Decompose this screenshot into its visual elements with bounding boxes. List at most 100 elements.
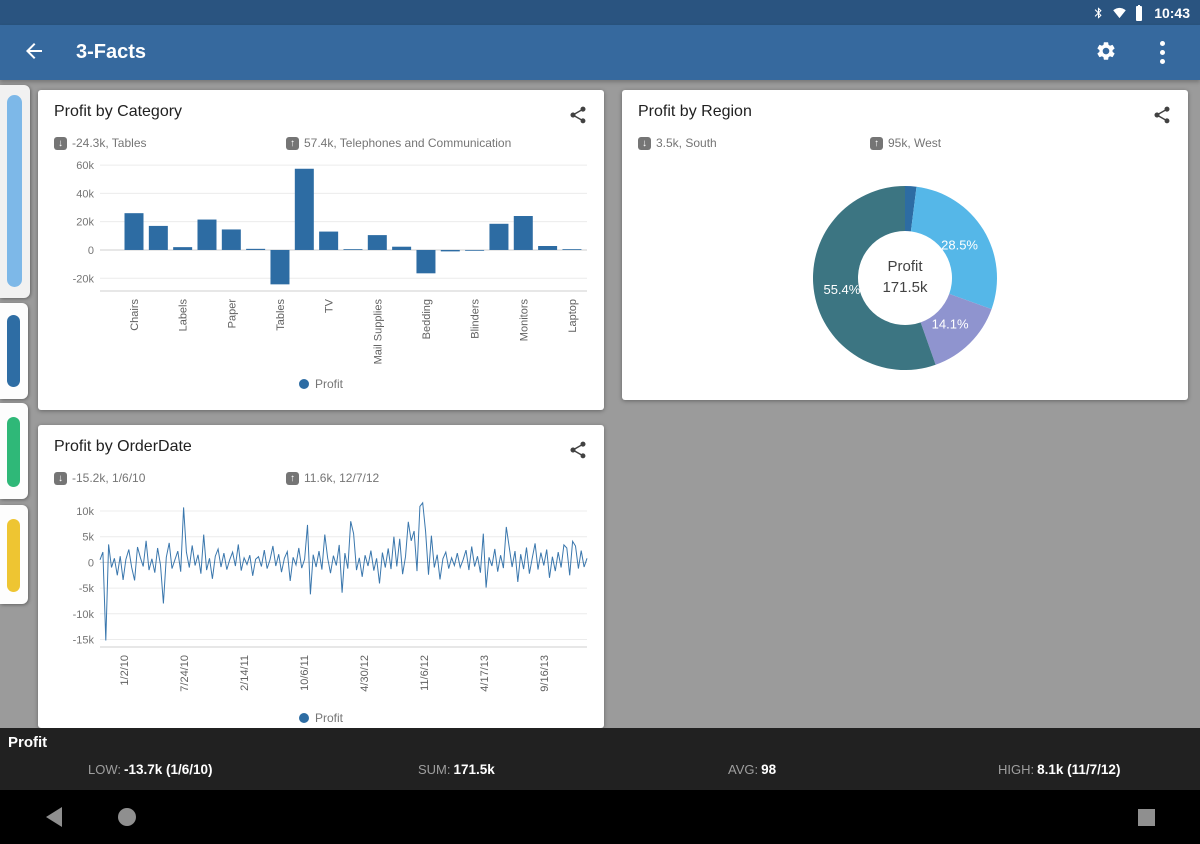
svg-text:Mail Supplies: Mail Supplies xyxy=(372,299,384,365)
summary-panel: Profit LOW: -13.7k (1/6/10) SUM: 171.5k AV… xyxy=(0,728,1200,790)
svg-text:60k: 60k xyxy=(76,160,94,172)
app-bar: 3-Facts xyxy=(0,25,1200,80)
share-button[interactable] xyxy=(566,103,590,130)
svg-text:Chairs: Chairs xyxy=(129,299,141,331)
legend-dot xyxy=(298,379,309,389)
svg-text:-15k: -15k xyxy=(73,635,95,647)
svg-text:40k: 40k xyxy=(76,188,94,200)
line-chart: 10k 5k 0 -5k -10k -15k 1/2/10 7/24/10 2/14/11 10/… xyxy=(50,489,604,724)
arrow-down-icon: ↓ xyxy=(54,471,67,485)
chart-legend: Profit xyxy=(38,711,604,725)
svg-text:Monitors: Monitors xyxy=(518,299,530,342)
share-button[interactable] xyxy=(1150,103,1174,130)
svg-text:4/30/12: 4/30/12 xyxy=(359,655,371,692)
card-title: Profit by Category xyxy=(54,103,183,120)
svg-text:0: 0 xyxy=(88,245,94,257)
arrow-up-icon: ↑ xyxy=(870,136,883,150)
share-icon xyxy=(568,441,588,463)
wifi-icon xyxy=(1111,5,1128,20)
chart-legend: Profit xyxy=(38,377,604,391)
svg-text:20k: 20k xyxy=(76,217,94,229)
gear-icon xyxy=(1095,40,1117,65)
stat-max: ↑ 95k, West xyxy=(870,136,941,150)
nav-back-button[interactable] xyxy=(30,790,78,844)
svg-text:Laptop: Laptop xyxy=(567,299,579,333)
svg-text:9/16/13: 9/16/13 xyxy=(539,655,551,692)
page-indicator-green xyxy=(7,417,20,487)
stat-min: ↓ -15.2k, 1/6/10 xyxy=(54,471,286,485)
sidebar-tab-page-4[interactable] xyxy=(0,505,28,604)
svg-text:5k: 5k xyxy=(82,532,94,544)
summary-avg: AVG: 98 xyxy=(728,762,777,777)
card-title: Profit by Region xyxy=(638,103,752,120)
svg-text:55.4%: 55.4% xyxy=(823,282,860,297)
nav-recents-button[interactable] xyxy=(1122,790,1170,844)
sidebar-tab-page-2[interactable] xyxy=(0,303,28,399)
overflow-icon xyxy=(1159,41,1165,64)
svg-text:4/17/13: 4/17/13 xyxy=(479,655,491,692)
svg-text:Bedding: Bedding xyxy=(421,299,433,339)
status-bar: 10:43 xyxy=(0,0,1200,25)
summary-sum: SUM: 171.5k xyxy=(418,762,495,777)
svg-text:TV: TV xyxy=(324,298,336,313)
back-button[interactable] xyxy=(10,29,58,77)
summary-title: Profit xyxy=(8,734,48,751)
share-icon xyxy=(1152,106,1172,128)
page-indicator-active xyxy=(7,95,22,287)
arrow-down-icon: ↓ xyxy=(638,136,651,150)
nav-back-icon xyxy=(46,807,62,827)
legend-dot xyxy=(298,713,309,723)
share-button[interactable] xyxy=(566,438,590,465)
card-title: Profit by OrderDate xyxy=(54,438,192,455)
svg-text:28.5%: 28.5% xyxy=(941,238,978,253)
summary-low: LOW: -13.7k (1/6/10) xyxy=(88,762,213,777)
svg-text:0: 0 xyxy=(88,557,94,569)
svg-text:-5k: -5k xyxy=(79,583,95,595)
svg-text:Blinders: Blinders xyxy=(470,299,482,339)
arrow-down-icon: ↓ xyxy=(54,136,67,150)
legend-label: Profit xyxy=(314,377,343,391)
share-icon xyxy=(568,106,588,128)
nav-home-button[interactable] xyxy=(103,790,151,844)
svg-text:Labels: Labels xyxy=(178,299,190,332)
sidebar-tab-current-page[interactable] xyxy=(0,85,30,298)
arrow-up-icon: ↑ xyxy=(286,136,299,150)
svg-text:1/2/10: 1/2/10 xyxy=(119,655,131,686)
svg-text:-20k: -20k xyxy=(73,273,95,285)
svg-text:10/6/11: 10/6/11 xyxy=(299,655,311,691)
svg-text:Paper: Paper xyxy=(226,299,238,329)
stat-min: ↓ 3.5k, South xyxy=(638,136,870,150)
bar-chart: 60k 40k 20k 0 -20k Chairs Labels Paper Tables TV M… xyxy=(50,154,604,379)
svg-text:-10k: -10k xyxy=(73,609,95,621)
overflow-menu-button[interactable] xyxy=(1138,29,1186,77)
settings-button[interactable] xyxy=(1082,29,1130,77)
status-time: 10:43 xyxy=(1154,4,1190,21)
legend-label: Profit xyxy=(314,711,343,725)
svg-text:11/6/12: 11/6/12 xyxy=(419,655,431,691)
nav-home-icon xyxy=(118,808,136,826)
stat-min: ↓ -24.3k, Tables xyxy=(54,136,286,150)
navigation-bar xyxy=(0,790,1200,844)
nav-recents-icon xyxy=(1137,808,1155,826)
summary-high: HIGH: 8.1k (11/7/12) xyxy=(998,762,1121,777)
arrow-back-icon xyxy=(22,39,46,66)
svg-text:14.1%: 14.1% xyxy=(932,316,969,331)
svg-text:10k: 10k xyxy=(76,506,94,518)
svg-text:Tables: Tables xyxy=(275,299,287,331)
stat-max: ↑ 11.6k, 12/7/12 xyxy=(286,471,379,485)
page-title: 3-Facts xyxy=(76,41,147,63)
stat-max: ↑ 57.4k, Telephones and Communication xyxy=(286,136,511,150)
svg-text:7/24/10: 7/24/10 xyxy=(179,655,191,692)
svg-text:2/14/11: 2/14/11 xyxy=(239,655,251,691)
sidebar-tab-page-3[interactable] xyxy=(0,403,28,499)
arrow-up-icon: ↑ xyxy=(286,471,299,485)
donut-chart: 28.5% 14.1% 55.4% Profit 171.5k xyxy=(805,178,1005,378)
page-indicator-blue xyxy=(7,315,20,387)
battery-icon xyxy=(1134,4,1144,21)
card-profit-by-region[interactable]: Profit by Region ↓ 3.5k, South ↑ 95k, We… xyxy=(622,90,1188,400)
card-profit-by-category[interactable]: Profit by Category ↓ -24.3k, Tables ↑ 57… xyxy=(38,90,604,410)
page-indicator-yellow xyxy=(7,519,20,592)
card-profit-by-orderdate[interactable]: Profit by OrderDate ↓ -15.2k, 1/6/10 ↑ 1… xyxy=(38,425,604,728)
bluetooth-icon xyxy=(1092,5,1105,21)
